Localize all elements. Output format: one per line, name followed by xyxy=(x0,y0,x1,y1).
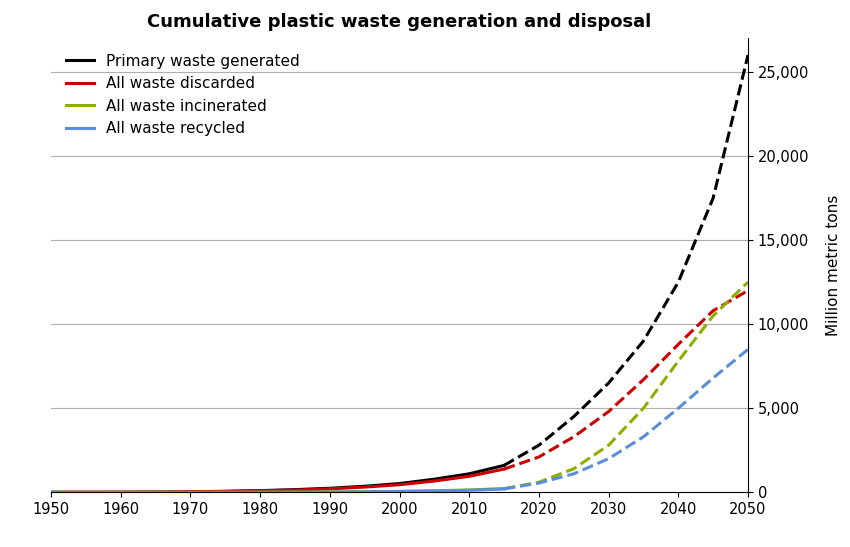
Title: Cumulative plastic waste generation and disposal: Cumulative plastic waste generation and … xyxy=(147,13,652,31)
Legend: Primary waste generated, All waste discarded, All waste incinerated, All waste r: Primary waste generated, All waste disca… xyxy=(59,46,308,144)
Y-axis label: Million metric tons: Million metric tons xyxy=(826,195,841,336)
